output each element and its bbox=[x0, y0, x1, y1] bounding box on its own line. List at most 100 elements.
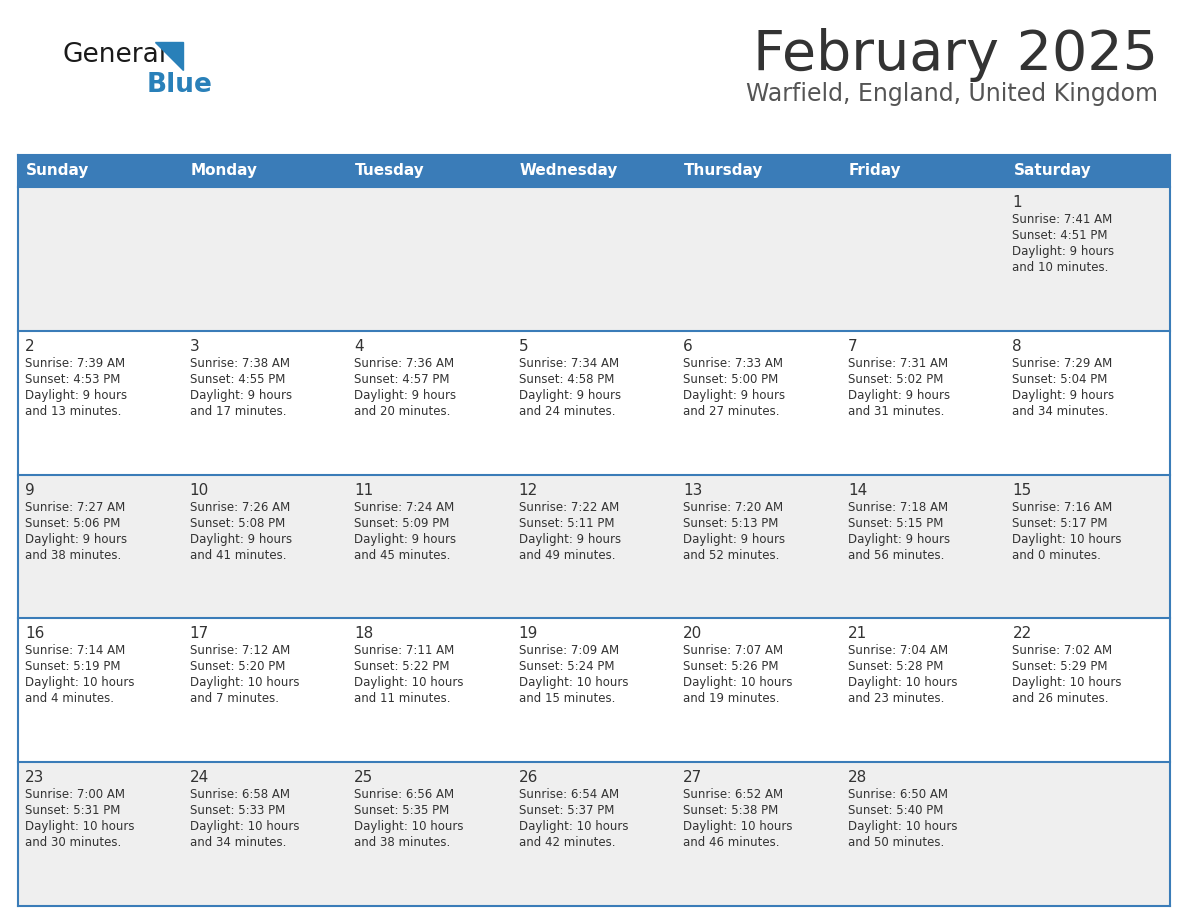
Bar bbox=[347, 187, 512, 330]
Text: Daylight: 9 hours: Daylight: 9 hours bbox=[848, 532, 950, 545]
Text: and 4 minutes.: and 4 minutes. bbox=[25, 692, 114, 705]
Text: Sunrise: 7:04 AM: Sunrise: 7:04 AM bbox=[848, 644, 948, 657]
Bar bbox=[1005, 155, 1170, 187]
Text: Sunrise: 7:02 AM: Sunrise: 7:02 AM bbox=[1012, 644, 1112, 657]
Text: 4: 4 bbox=[354, 339, 364, 353]
Bar bbox=[841, 155, 1005, 187]
Text: 24: 24 bbox=[190, 770, 209, 785]
Text: and 52 minutes.: and 52 minutes. bbox=[683, 549, 779, 562]
Text: Daylight: 9 hours: Daylight: 9 hours bbox=[25, 532, 127, 545]
Text: 2: 2 bbox=[25, 339, 34, 353]
Text: 18: 18 bbox=[354, 626, 373, 642]
Text: Sunset: 5:02 PM: Sunset: 5:02 PM bbox=[848, 373, 943, 386]
Text: Daylight: 10 hours: Daylight: 10 hours bbox=[683, 677, 792, 689]
Bar bbox=[841, 619, 1005, 762]
Bar bbox=[347, 155, 512, 187]
Text: Sunset: 4:53 PM: Sunset: 4:53 PM bbox=[25, 373, 120, 386]
Text: Sunset: 4:57 PM: Sunset: 4:57 PM bbox=[354, 373, 449, 386]
Text: 17: 17 bbox=[190, 626, 209, 642]
Text: and 41 minutes.: and 41 minutes. bbox=[190, 549, 286, 562]
Text: Sunset: 5:06 PM: Sunset: 5:06 PM bbox=[25, 517, 120, 530]
Bar bbox=[676, 619, 841, 762]
Text: Sunset: 5:33 PM: Sunset: 5:33 PM bbox=[190, 804, 285, 817]
Bar bbox=[183, 187, 347, 330]
Bar bbox=[183, 155, 347, 187]
Text: 13: 13 bbox=[683, 483, 702, 498]
Text: Sunrise: 6:56 AM: Sunrise: 6:56 AM bbox=[354, 789, 454, 801]
Text: Sunrise: 7:18 AM: Sunrise: 7:18 AM bbox=[848, 500, 948, 513]
Bar bbox=[841, 475, 1005, 619]
Text: Daylight: 10 hours: Daylight: 10 hours bbox=[848, 677, 958, 689]
Bar bbox=[512, 187, 676, 330]
Bar bbox=[676, 330, 841, 475]
Text: Sunset: 5:17 PM: Sunset: 5:17 PM bbox=[1012, 517, 1108, 530]
Text: Daylight: 10 hours: Daylight: 10 hours bbox=[519, 820, 628, 834]
Text: Daylight: 10 hours: Daylight: 10 hours bbox=[25, 820, 134, 834]
Text: and 17 minutes.: and 17 minutes. bbox=[190, 405, 286, 418]
Text: 26: 26 bbox=[519, 770, 538, 785]
Text: Sunrise: 7:39 AM: Sunrise: 7:39 AM bbox=[25, 357, 125, 370]
Bar bbox=[18, 155, 183, 187]
Text: Sunset: 5:31 PM: Sunset: 5:31 PM bbox=[25, 804, 120, 817]
Text: Sunset: 5:08 PM: Sunset: 5:08 PM bbox=[190, 517, 285, 530]
Text: 14: 14 bbox=[848, 483, 867, 498]
Text: Daylight: 10 hours: Daylight: 10 hours bbox=[354, 677, 463, 689]
Bar bbox=[18, 330, 183, 475]
Text: and 38 minutes.: and 38 minutes. bbox=[354, 836, 450, 849]
Bar bbox=[1005, 330, 1170, 475]
Text: Daylight: 10 hours: Daylight: 10 hours bbox=[1012, 532, 1121, 545]
Text: Sunrise: 7:09 AM: Sunrise: 7:09 AM bbox=[519, 644, 619, 657]
Bar bbox=[512, 155, 676, 187]
Text: Daylight: 9 hours: Daylight: 9 hours bbox=[1012, 389, 1114, 402]
Bar bbox=[1005, 475, 1170, 619]
Text: Sunrise: 7:11 AM: Sunrise: 7:11 AM bbox=[354, 644, 454, 657]
Bar bbox=[347, 330, 512, 475]
Text: Daylight: 9 hours: Daylight: 9 hours bbox=[190, 389, 292, 402]
Text: Sunrise: 7:24 AM: Sunrise: 7:24 AM bbox=[354, 500, 454, 513]
Text: Sunrise: 7:31 AM: Sunrise: 7:31 AM bbox=[848, 357, 948, 370]
Text: Sunset: 5:29 PM: Sunset: 5:29 PM bbox=[1012, 660, 1108, 674]
Text: Daylight: 10 hours: Daylight: 10 hours bbox=[25, 677, 134, 689]
Bar bbox=[841, 762, 1005, 906]
Text: Sunrise: 7:38 AM: Sunrise: 7:38 AM bbox=[190, 357, 290, 370]
Text: and 34 minutes.: and 34 minutes. bbox=[1012, 405, 1108, 418]
Text: and 7 minutes.: and 7 minutes. bbox=[190, 692, 278, 705]
Text: 11: 11 bbox=[354, 483, 373, 498]
Text: 15: 15 bbox=[1012, 483, 1031, 498]
Text: Sunset: 5:37 PM: Sunset: 5:37 PM bbox=[519, 804, 614, 817]
Text: and 23 minutes.: and 23 minutes. bbox=[848, 692, 944, 705]
Text: Daylight: 9 hours: Daylight: 9 hours bbox=[190, 532, 292, 545]
Text: Sunset: 5:15 PM: Sunset: 5:15 PM bbox=[848, 517, 943, 530]
Text: Daylight: 9 hours: Daylight: 9 hours bbox=[1012, 245, 1114, 258]
Text: Sunset: 5:19 PM: Sunset: 5:19 PM bbox=[25, 660, 120, 674]
Text: Sunrise: 7:29 AM: Sunrise: 7:29 AM bbox=[1012, 357, 1113, 370]
Text: and 49 minutes.: and 49 minutes. bbox=[519, 549, 615, 562]
Text: and 15 minutes.: and 15 minutes. bbox=[519, 692, 615, 705]
Text: and 45 minutes.: and 45 minutes. bbox=[354, 549, 450, 562]
Bar bbox=[183, 330, 347, 475]
Text: Friday: Friday bbox=[849, 163, 902, 178]
Text: Sunrise: 7:41 AM: Sunrise: 7:41 AM bbox=[1012, 213, 1113, 226]
Bar bbox=[841, 330, 1005, 475]
Text: Sunset: 4:58 PM: Sunset: 4:58 PM bbox=[519, 373, 614, 386]
Text: and 31 minutes.: and 31 minutes. bbox=[848, 405, 944, 418]
Text: 12: 12 bbox=[519, 483, 538, 498]
Text: and 50 minutes.: and 50 minutes. bbox=[848, 836, 944, 849]
Text: 22: 22 bbox=[1012, 626, 1031, 642]
Text: and 56 minutes.: and 56 minutes. bbox=[848, 549, 944, 562]
Text: Daylight: 10 hours: Daylight: 10 hours bbox=[1012, 677, 1121, 689]
Text: 10: 10 bbox=[190, 483, 209, 498]
Text: Sunrise: 7:20 AM: Sunrise: 7:20 AM bbox=[683, 500, 783, 513]
Text: 27: 27 bbox=[683, 770, 702, 785]
Text: Sunset: 5:00 PM: Sunset: 5:00 PM bbox=[683, 373, 778, 386]
Bar bbox=[347, 619, 512, 762]
Text: Daylight: 9 hours: Daylight: 9 hours bbox=[683, 532, 785, 545]
Text: and 30 minutes.: and 30 minutes. bbox=[25, 836, 121, 849]
Text: Tuesday: Tuesday bbox=[355, 163, 425, 178]
Text: and 0 minutes.: and 0 minutes. bbox=[1012, 549, 1101, 562]
Text: February 2025: February 2025 bbox=[753, 28, 1158, 82]
Bar bbox=[1005, 762, 1170, 906]
Text: Sunrise: 7:26 AM: Sunrise: 7:26 AM bbox=[190, 500, 290, 513]
Text: Blue: Blue bbox=[147, 72, 213, 98]
Text: Sunrise: 7:12 AM: Sunrise: 7:12 AM bbox=[190, 644, 290, 657]
